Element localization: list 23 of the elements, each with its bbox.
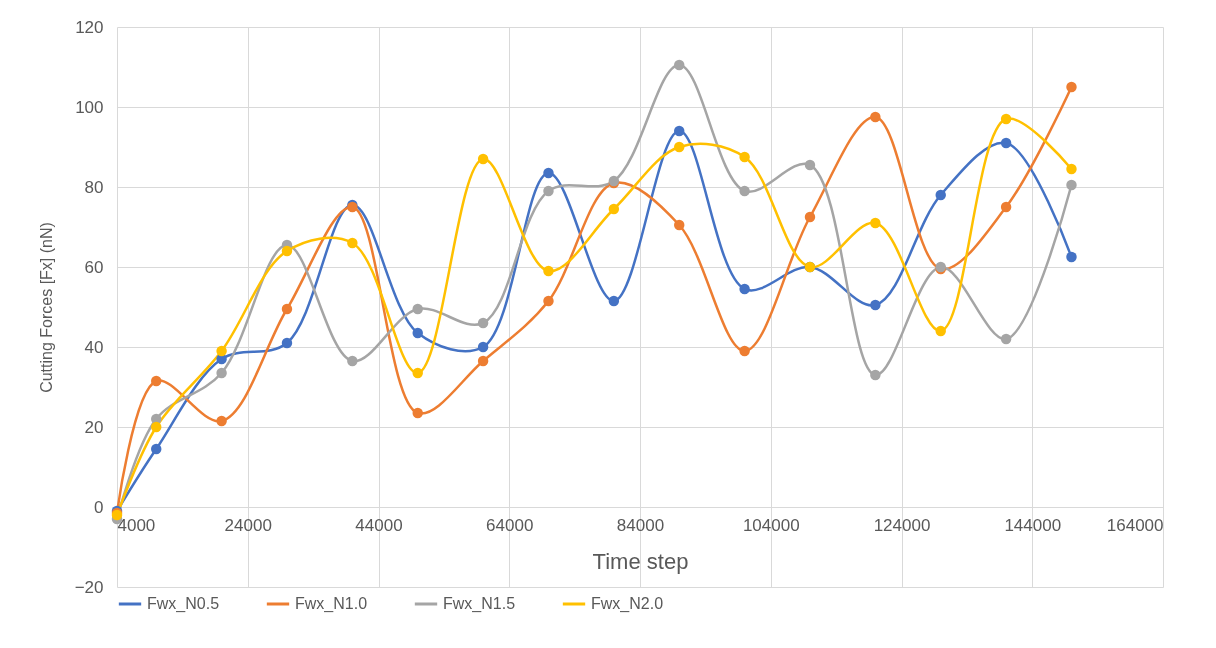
x-tick-label: 84000 — [616, 515, 665, 535]
y-tick-label: 80 — [84, 177, 104, 197]
y-tick-label: 40 — [84, 337, 104, 357]
legend-label: Fwx_N0.5 — [147, 595, 220, 613]
y-axis-title: Cutting Forces [Fx] (nN) — [37, 222, 55, 393]
x-tick-label: 104000 — [742, 515, 800, 535]
legend-label: Fwx_N2.0 — [591, 595, 664, 613]
x-tick-label: 24000 — [224, 515, 272, 535]
y-tick-label: 0 — [94, 497, 104, 517]
x-tick-label: 144000 — [1004, 515, 1062, 535]
y-tick-label: 120 — [75, 17, 104, 37]
x-tick-label: 4000 — [117, 515, 156, 535]
y-tick-label: 20 — [84, 417, 104, 437]
x-tick-label: 44000 — [355, 515, 403, 535]
legend-label: Fwx_N1.0 — [295, 595, 368, 613]
x-tick-label: 64000 — [486, 515, 534, 535]
y-tick-label: 100 — [75, 97, 104, 117]
y-tick-label: −20 — [74, 577, 104, 597]
x-tick-label: 124000 — [873, 515, 931, 535]
x-tick-label: 164000 — [1106, 515, 1164, 535]
x-axis-title: Time step — [592, 548, 689, 574]
legend-label: Fwx_N1.5 — [443, 595, 516, 613]
y-tick-label: 60 — [84, 257, 104, 277]
